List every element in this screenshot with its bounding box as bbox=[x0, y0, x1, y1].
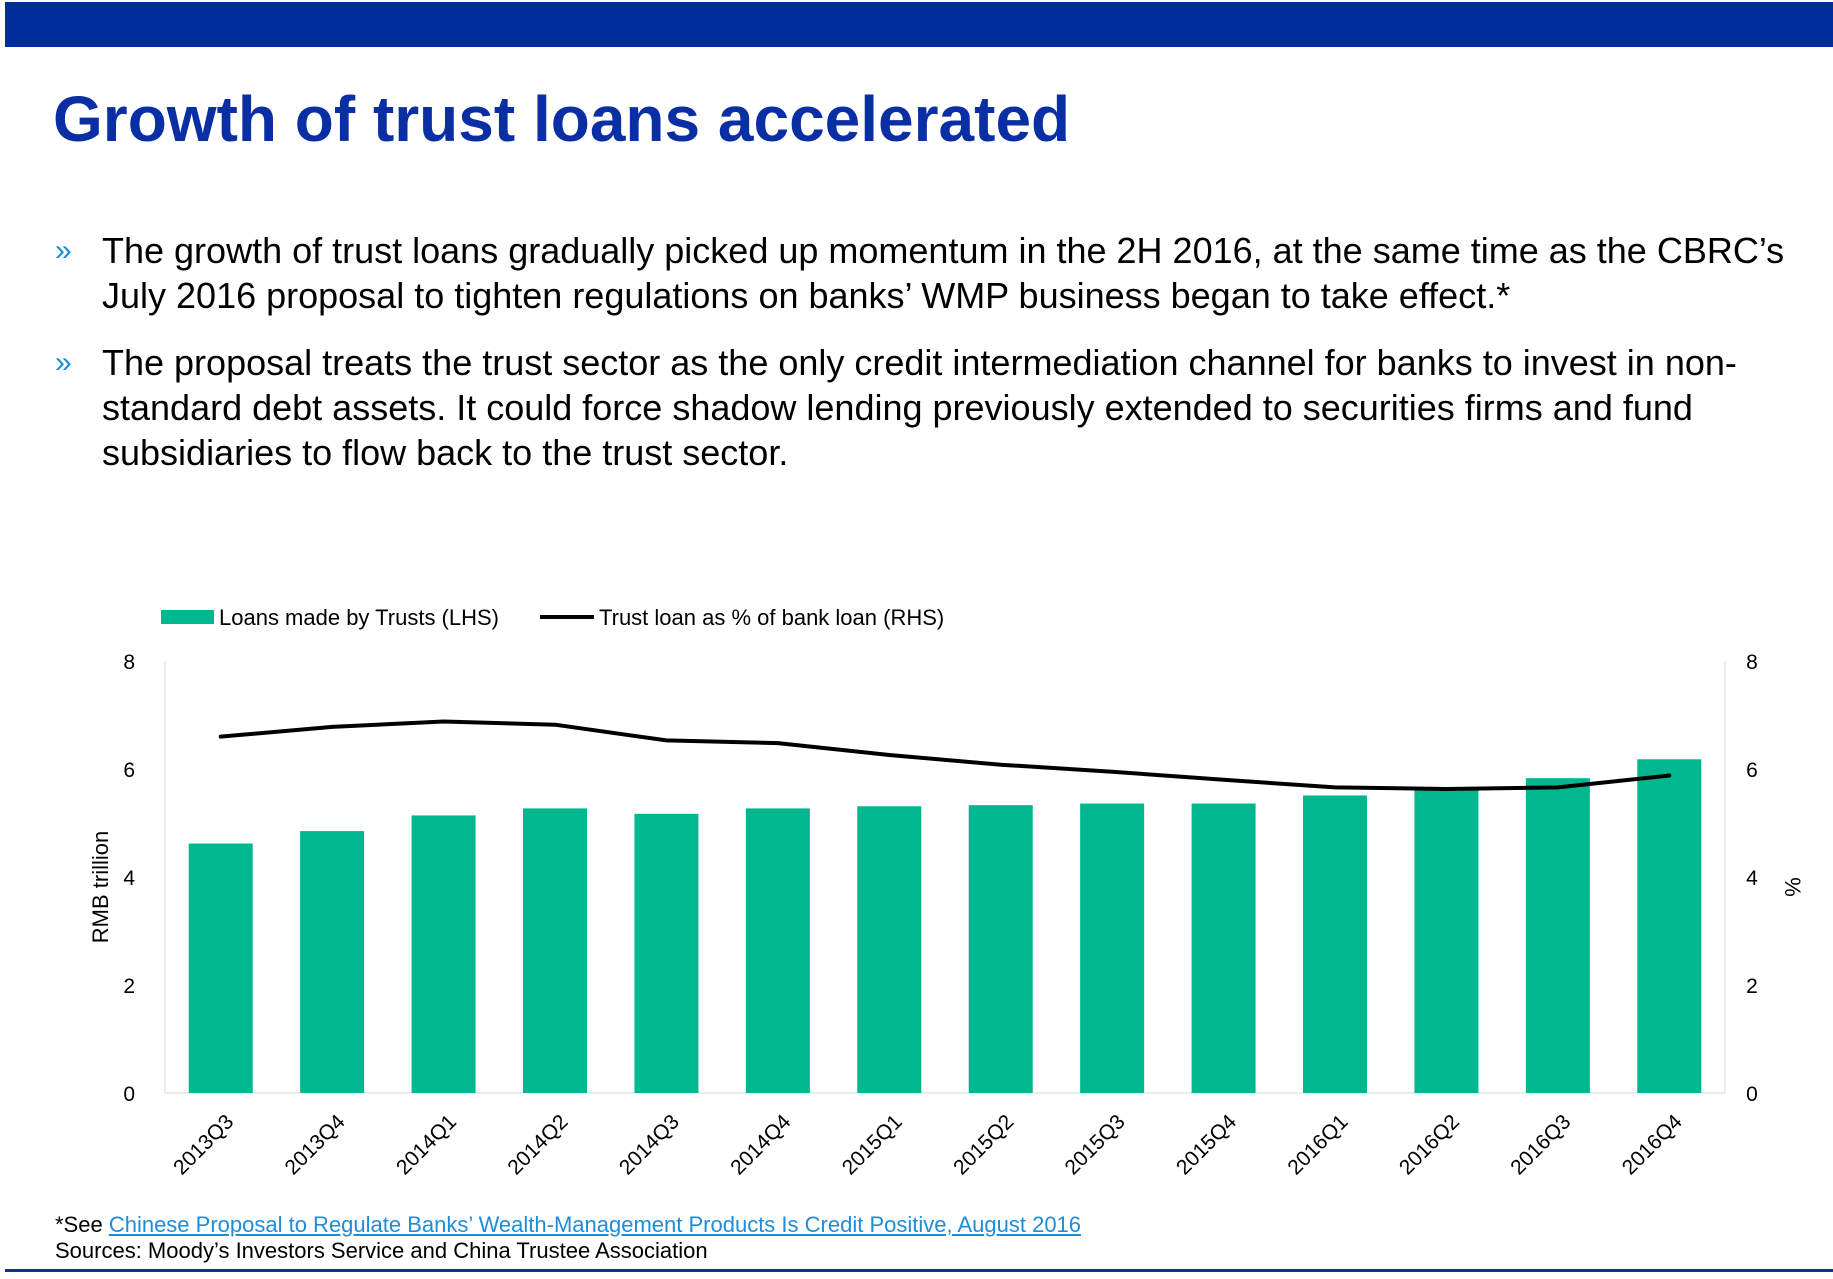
x-tick-label: 2016Q2 bbox=[1395, 1110, 1464, 1179]
footnote-link[interactable]: Chinese Proposal to Regulate Banks’ Weal… bbox=[108, 1212, 1082, 1237]
x-tick-label: 2016Q1 bbox=[1283, 1110, 1352, 1179]
x-tick-label: 2015Q1 bbox=[838, 1110, 907, 1179]
y-tick-label: 4 bbox=[123, 867, 135, 890]
x-tick-label: 2014Q4 bbox=[726, 1110, 795, 1179]
y2-tick-label: 2 bbox=[1746, 975, 1758, 998]
x-tick-label: 2015Q3 bbox=[1061, 1110, 1130, 1179]
bullet-chevron-icon: » bbox=[55, 234, 72, 267]
bar-2013Q4 bbox=[300, 831, 365, 1093]
bar-2016Q2 bbox=[1414, 787, 1479, 1093]
bar-2013Q3 bbox=[188, 843, 253, 1093]
x-tick-label: 2014Q3 bbox=[615, 1110, 684, 1179]
y-tick-label: 0 bbox=[123, 1083, 135, 1106]
y2-tick-label: 6 bbox=[1746, 759, 1758, 782]
bullet-text: The proposal treats the trust sector as … bbox=[102, 342, 1737, 473]
chart-area: 0 2 4 6 8 0 2 4 6 8 RMB trillion% 2013Q3 2013Q4 2014Q… bbox=[0, 590, 1833, 1210]
bullet-item: » The proposal treats the trust sector a… bbox=[55, 340, 1815, 475]
bullet-list: » The growth of trust loans gradually pi… bbox=[55, 228, 1815, 497]
x-tick-label: 2013Q3 bbox=[169, 1110, 238, 1179]
bullet-chevron-icon: » bbox=[55, 346, 72, 379]
y2-axis-title: % bbox=[1780, 877, 1805, 897]
legend-label-line: Trust loan as % of bank loan (RHS) bbox=[599, 605, 944, 630]
bullet-text: The growth of trust loans gradually pick… bbox=[102, 230, 1785, 316]
top-banner-bar bbox=[5, 2, 1833, 47]
sources-note: Sources: Moody’s Investors Service and C… bbox=[55, 1238, 708, 1263]
y2-tick-label: 4 bbox=[1746, 867, 1758, 890]
bottom-divider bbox=[5, 1269, 1833, 1272]
y2-tick-label: 8 bbox=[1746, 651, 1758, 674]
bar-2014Q1 bbox=[411, 815, 476, 1093]
x-tick-label: 2014Q2 bbox=[503, 1110, 572, 1179]
legend-label-bars: Loans made by Trusts (LHS) bbox=[219, 605, 499, 630]
bar-2015Q2 bbox=[968, 805, 1033, 1093]
bar-2015Q4 bbox=[1191, 803, 1256, 1093]
bar-2016Q3 bbox=[1525, 778, 1590, 1093]
y-tick-label: 2 bbox=[123, 975, 135, 998]
y-tick-label: 6 bbox=[123, 759, 135, 782]
footnote: *See Chinese Proposal to Regulate Banks’… bbox=[55, 1212, 1081, 1238]
bar-2014Q4 bbox=[745, 808, 810, 1093]
footnote-prefix: *See bbox=[55, 1212, 109, 1237]
trust-loan-ratio-line bbox=[218, 719, 1672, 791]
y-tick-label: 8 bbox=[123, 651, 135, 674]
y-axis-title: RMB trillion bbox=[88, 831, 113, 943]
x-tick-label: 2014Q1 bbox=[392, 1110, 461, 1179]
bullet-item: » The growth of trust loans gradually pi… bbox=[55, 228, 1815, 318]
legend-swatch-bars bbox=[161, 610, 214, 624]
x-tick-label: 2016Q4 bbox=[1618, 1110, 1687, 1179]
trust-loans-chart: 0 2 4 6 8 0 2 4 6 8 RMB trillion % 2013Q3 2013Q4 2014Q… bbox=[88, 605, 1805, 1179]
x-tick-label: 2013Q4 bbox=[281, 1110, 350, 1179]
bar-2015Q3 bbox=[1080, 803, 1145, 1093]
y2-tick-label: 0 bbox=[1746, 1083, 1758, 1106]
bar-2014Q2 bbox=[523, 808, 587, 1093]
bar-2014Q3 bbox=[634, 813, 699, 1093]
x-tick-label: 2015Q4 bbox=[1172, 1110, 1241, 1179]
x-tick-label: 2015Q2 bbox=[949, 1110, 1018, 1179]
bar-2016Q4 bbox=[1637, 759, 1702, 1093]
page-title: Growth of trust loans accelerated bbox=[53, 83, 1071, 155]
bar-2016Q1 bbox=[1303, 795, 1367, 1093]
bar-2015Q1 bbox=[857, 806, 922, 1093]
x-tick-label: 2016Q3 bbox=[1506, 1110, 1575, 1179]
